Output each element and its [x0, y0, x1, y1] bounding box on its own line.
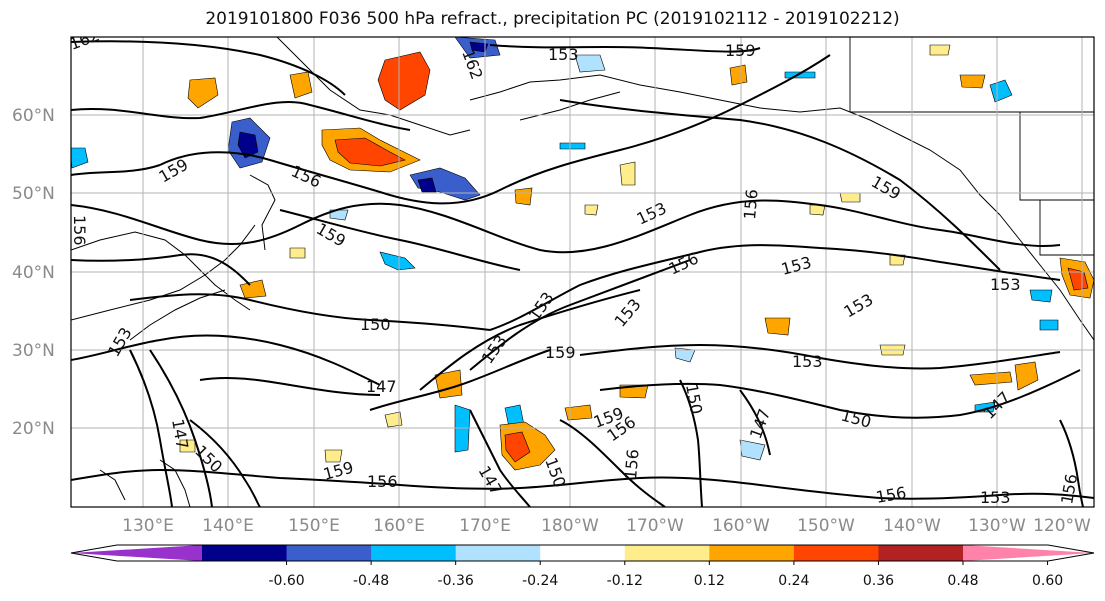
contour-label: 150 [360, 315, 391, 334]
colorbar-tick-label: -0.48 [353, 573, 389, 589]
lat-label-30n: 30°N [12, 341, 55, 361]
colorbar-tick-label: -0.12 [607, 573, 643, 589]
colorbar-cell [878, 545, 964, 561]
contour-label: 153 [548, 45, 579, 64]
contour-label: 147 [366, 377, 397, 396]
contour-label: 153 [792, 352, 823, 371]
gridlines [71, 37, 1094, 507]
colorbar-cell [540, 545, 626, 561]
lon-label: 130°E [122, 516, 174, 536]
colorbar-tick-label: 0.24 [778, 573, 809, 589]
colorbar-cell [371, 545, 457, 561]
colorbar-cell [455, 545, 541, 561]
colorbar: -0.60 -0.48 -0.36 -0.24 -0.12 0.12 0.24 0.36 0.4… [70, 544, 1095, 589]
lon-label: 160°E [373, 516, 425, 536]
lon-label: 120°W [1033, 516, 1091, 536]
colorbar-cell [624, 545, 710, 561]
lon-label: 150°W [797, 516, 855, 536]
longitude-labels: 130°E 140°E 150°E 160°E 170°E 180°W 170°… [122, 516, 1091, 536]
colorbar-extend-high [963, 545, 1094, 561]
map-frame [70, 36, 1095, 508]
lat-label-40n: 40°N [12, 263, 55, 283]
lat-label-50n: 50°N [12, 184, 55, 204]
colorbar-tick-label: 0.60 [1032, 573, 1063, 589]
refractivity-contours [71, 40, 1094, 507]
colorbar-tick-label: -0.36 [438, 573, 474, 589]
colorbar-cell [709, 545, 795, 561]
colorbar-ticks: -0.60 -0.48 -0.36 -0.24 -0.12 0.12 0.24 0.36 0.4… [268, 561, 1063, 589]
colorbar-extend-low [71, 545, 202, 561]
colorbar-outline [70, 544, 1095, 562]
contour-label: 153 [980, 488, 1011, 507]
contour-label: 153 [990, 275, 1021, 294]
colorbar-cells [71, 545, 1094, 561]
colorbar-tick-label: -0.24 [522, 573, 558, 589]
colorbar-tick-label: 0.48 [947, 573, 978, 589]
colorbar-cell [202, 545, 288, 561]
colorbar-tick-label: 0.36 [863, 573, 894, 589]
contour-label: 156 [740, 188, 762, 220]
colorbar-cell [793, 545, 879, 561]
lat-label-20n: 20°N [12, 419, 55, 439]
lon-label: 180°W [541, 516, 599, 536]
lat-label-60n: 60°N [12, 106, 55, 126]
latitude-labels: 60°N 50°N 40°N 30°N 20°N [12, 106, 55, 439]
contour-label: 159 [725, 41, 756, 60]
contour-label: 156 [367, 472, 398, 491]
lon-label: 170°W [626, 516, 684, 536]
lon-label: 130°W [968, 516, 1026, 536]
lon-label: 160°W [712, 516, 770, 536]
political-boundaries [849, 37, 1094, 256]
colorbar-tick-label: -0.60 [268, 573, 304, 589]
contour-label: 159 [545, 343, 576, 362]
lon-label: 170°E [459, 516, 511, 536]
lon-label: 140°W [883, 516, 941, 536]
lon-label: 140°E [202, 516, 254, 536]
contour-label: 156 [621, 448, 643, 480]
colorbar-tick-label: 0.12 [694, 573, 725, 589]
colorbar-cell [286, 545, 372, 561]
contour-label: 156 [70, 215, 89, 246]
lon-label: 150°E [288, 516, 340, 536]
map-title: 2019101800 F036 500 hPa refract., precip… [205, 9, 900, 29]
